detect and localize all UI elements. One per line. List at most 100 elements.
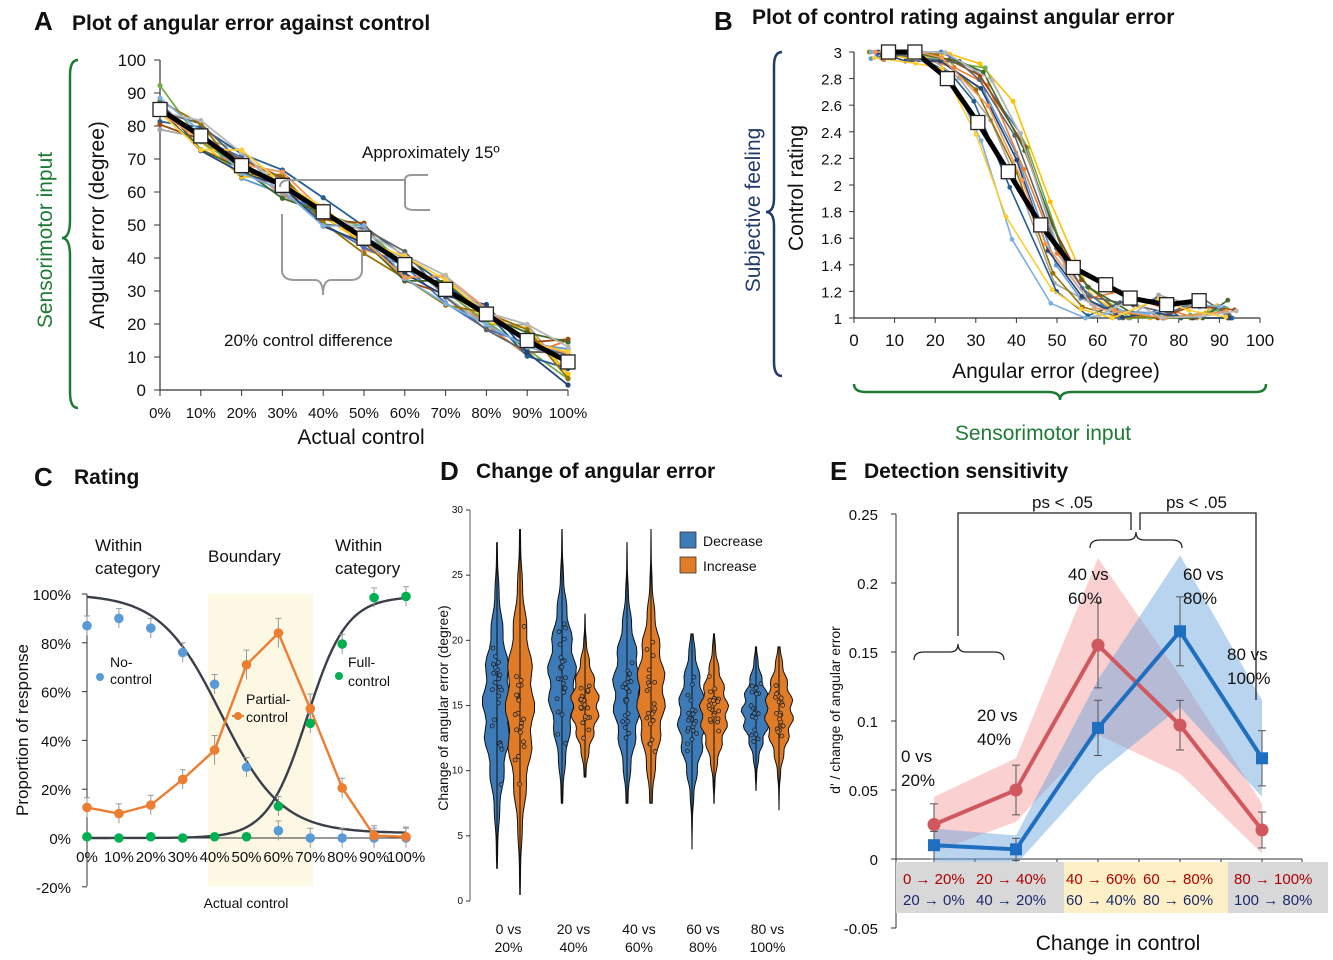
panel-e-letter: E — [830, 456, 847, 486]
d-violin-point — [562, 685, 568, 691]
b-participant-line — [880, 51, 1226, 319]
d-violin-point — [514, 727, 519, 733]
panel-c-xlabel: Actual control — [204, 895, 289, 911]
b-participant-point — [1225, 297, 1231, 303]
a-participant-point — [157, 121, 163, 128]
d-violin-point — [498, 743, 504, 748]
d-violin-point — [623, 685, 629, 691]
d-violin-point — [652, 706, 658, 712]
d-violin-point — [623, 735, 629, 741]
panel-a-title: Plot of angular error against control — [72, 12, 430, 35]
d-violin-point — [652, 679, 658, 685]
d-violin-point — [490, 645, 496, 651]
a-participant-point — [443, 300, 449, 307]
cat-box-mid — [1064, 862, 1228, 913]
e-point-label: 20 vs 40% — [977, 706, 1018, 749]
a-xtick-label: 90% — [512, 405, 542, 422]
b-participant-point — [872, 55, 877, 61]
c-xtick-label: 90% — [359, 849, 389, 866]
panel-e-ylabel: d' / change of angular error — [827, 626, 843, 794]
b-ytick-label: 2 — [834, 178, 842, 195]
b-participant-point — [1049, 287, 1055, 293]
b-participant-point — [1120, 314, 1125, 320]
d-ytick-label: 10 — [452, 766, 464, 777]
d-violin-point — [582, 714, 588, 719]
e-ytick-label: 0.25 — [849, 507, 878, 524]
a-ytick-label: 0 — [137, 381, 146, 400]
b-mean-marker — [880, 44, 897, 60]
c-xtick-label: 40% — [200, 849, 230, 866]
d-violin-point — [561, 636, 567, 642]
b-participant-line — [879, 51, 1218, 319]
b-ytick-label: 3 — [834, 45, 842, 62]
c-point-full-control — [82, 831, 92, 842]
b-participant-line — [877, 51, 1230, 319]
d-violin-point — [715, 699, 721, 704]
b-participant-point — [1186, 307, 1192, 313]
d-violin-point — [556, 629, 562, 635]
legend-swatch-decrease — [679, 531, 697, 549]
c-point-partial-control — [114, 808, 124, 819]
a-mean-marker — [356, 230, 372, 246]
d-violin-point — [563, 741, 569, 746]
d-violin-point — [496, 700, 501, 706]
a-ytick-label: 70 — [127, 150, 146, 169]
panel-b-ylabel: Control rating — [785, 125, 808, 251]
b-xtick-label: 40 — [1007, 331, 1026, 350]
e-ytick-label: 0.2 — [857, 576, 878, 593]
b-xtick-label: 10 — [885, 331, 904, 350]
panel-b-bottom-label: Sensorimotor input — [955, 422, 1131, 445]
sig-bracket-right — [1139, 512, 1257, 700]
c-point-partial-control — [209, 745, 220, 755]
d-violin-point — [754, 691, 759, 697]
b-participant-point — [1085, 284, 1091, 290]
d-violin-point — [751, 710, 757, 716]
d-violin-point — [496, 676, 502, 682]
b-participant-line — [887, 51, 1237, 319]
d-violin-point — [555, 709, 561, 715]
d-violin-point — [688, 698, 694, 703]
d-violin-point — [649, 737, 655, 743]
b-ytick-label: 2.8 — [821, 72, 842, 89]
c-ytick-label: 100% — [33, 587, 71, 604]
b-participant-point — [978, 85, 984, 91]
b-mean-marker — [970, 114, 986, 131]
b-mean-marker — [1065, 259, 1081, 276]
d-violin-point — [557, 641, 563, 647]
d-violin-point — [773, 683, 779, 688]
b-xtick-label: 60 — [1088, 331, 1107, 350]
d-xtick-label: 80 vs 100% — [750, 921, 786, 955]
d-violin-point — [711, 712, 717, 718]
d-violin-point — [748, 703, 754, 708]
d-violin-point — [646, 667, 652, 673]
c-point-full-control — [305, 718, 316, 729]
a-ytick-label: 50 — [127, 216, 146, 235]
e-marker-blue — [1010, 843, 1022, 856]
d-violin-point — [555, 731, 561, 737]
b-ytick-label: 1.6 — [821, 231, 842, 248]
d-violin-point — [559, 664, 565, 670]
panel-b-title: Plot of control rating against angular e… — [752, 6, 1174, 29]
a-mean-marker — [152, 101, 168, 118]
d-violin-point — [758, 681, 764, 687]
d-violin-point — [624, 697, 630, 703]
panel-a-side-label: Sensorimotor input — [34, 152, 57, 328]
d-violin-point — [684, 748, 690, 754]
c-point-no-control — [146, 623, 156, 633]
c-point-full-control — [273, 801, 284, 812]
b-participant-point — [982, 65, 988, 71]
d-violin-point — [712, 686, 718, 692]
a-participant-point — [443, 277, 449, 283]
region-left-1: Within — [95, 536, 142, 555]
sensorimotor-brace-b — [852, 383, 1268, 401]
b-participant-point — [1156, 292, 1162, 298]
d-ytick-label: 15 — [452, 701, 464, 712]
e-point-label: 60 vs 80% — [1183, 565, 1224, 608]
panel-e-categories: 0 → 20% 20 → 40% 40 → 60% 60 → 80% 80 → 100%… — [903, 871, 1312, 909]
d-violin-point — [626, 731, 632, 736]
d-violin-point — [650, 653, 656, 659]
b-participant-point — [1050, 270, 1056, 276]
panel-d-title: Change of angular error — [476, 460, 715, 483]
